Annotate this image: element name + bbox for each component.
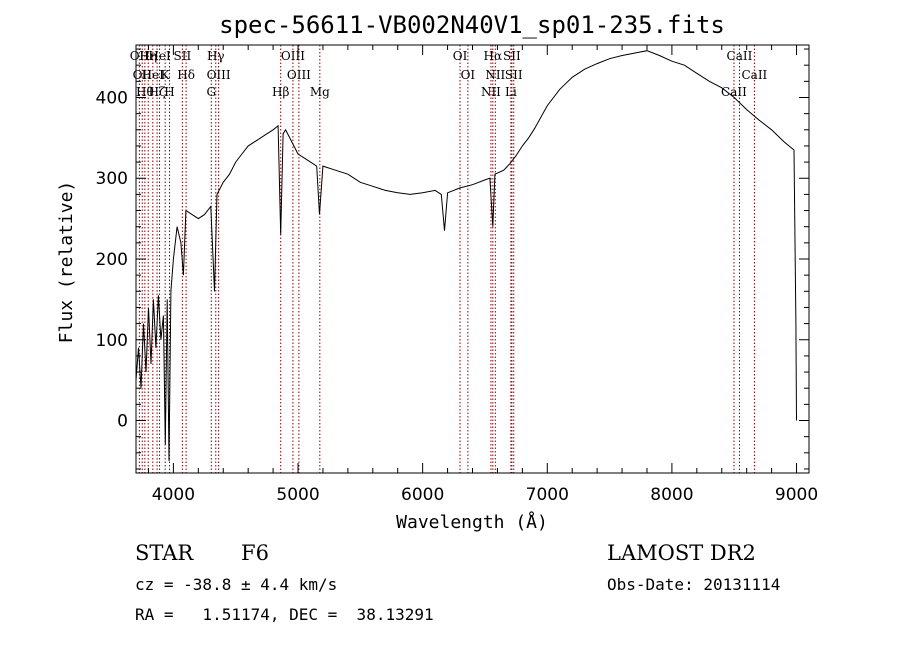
x-tick-label: 6000	[401, 485, 444, 505]
line-label: CaII	[741, 68, 767, 82]
line-label: Mg	[310, 85, 330, 99]
line-label: OI	[453, 49, 468, 63]
x-tick-label: 5000	[276, 485, 319, 505]
line-label: Hβ	[272, 85, 289, 99]
x-tick-label: 8000	[650, 485, 693, 505]
line-label: NII	[481, 85, 501, 99]
x-axis-label: Wavelength (Å)	[396, 511, 548, 533]
line-label: G	[206, 85, 216, 99]
x-tick-label: 7000	[526, 485, 569, 505]
chart-title: spec-56611-VB002N40V1_sp01-235.fits	[219, 11, 725, 39]
line-label: HeI	[142, 68, 165, 82]
line-label: Hδ	[177, 68, 195, 82]
line-label: Hθ	[136, 85, 154, 99]
y-tick-label: 100	[96, 331, 128, 351]
spectral-line-labels: OIIOIIHθHηHeIHζHeIKHSIIHδGHγOIIIHβOIIIOI…	[130, 49, 768, 99]
object-subclass: F6	[241, 541, 269, 565]
line-label: OII	[133, 68, 153, 82]
y-tick-label: 400	[96, 88, 128, 108]
line-label: OII	[130, 49, 150, 63]
line-label: NII	[485, 68, 505, 82]
line-label: Hα	[484, 49, 503, 63]
x-axis: 4000 5000 6000 7000 8000 9000	[147, 45, 818, 505]
line-label: H	[164, 85, 174, 99]
series-spectrum	[135, 50, 797, 461]
x-tick-label: 9000	[775, 485, 818, 505]
line-label: K	[161, 68, 171, 82]
y-axis: 0 100 200 300 400	[96, 48, 809, 470]
spectral-line-markers	[138, 45, 755, 473]
line-label: SII	[503, 49, 521, 63]
line-label: Hη	[139, 49, 157, 63]
line-label: CaII	[727, 49, 753, 63]
y-tick-label: 0	[117, 412, 128, 432]
plot-frame	[135, 44, 810, 474]
line-label: Li	[505, 85, 517, 99]
line-label: Hγ	[207, 49, 225, 63]
survey-name: LAMOST DR2	[607, 541, 756, 565]
line-label: OIII	[281, 49, 305, 63]
y-tick-label: 200	[96, 250, 128, 270]
line-label: OIII	[287, 68, 311, 82]
observation-date: Obs-Date: 20131114	[607, 575, 780, 594]
line-label: CaII	[721, 85, 747, 99]
line-label: HeI	[148, 49, 171, 63]
x-tick-label: 4000	[152, 485, 195, 505]
redshift-velocity: cz = -38.8 ± 4.4 km/s	[135, 575, 337, 594]
line-label: Hζ	[149, 85, 166, 99]
line-label: SII	[174, 49, 192, 63]
line-label: OI	[461, 68, 476, 82]
object-class: STAR	[135, 541, 194, 565]
ra-dec-coordinates: RA = 1.51174, DEC = 38.13291	[135, 605, 434, 624]
y-axis-label: Flux (relative)	[56, 181, 77, 344]
line-label: SII	[505, 68, 523, 82]
y-tick-label: 300	[96, 169, 128, 189]
line-label: OIII	[207, 68, 231, 82]
